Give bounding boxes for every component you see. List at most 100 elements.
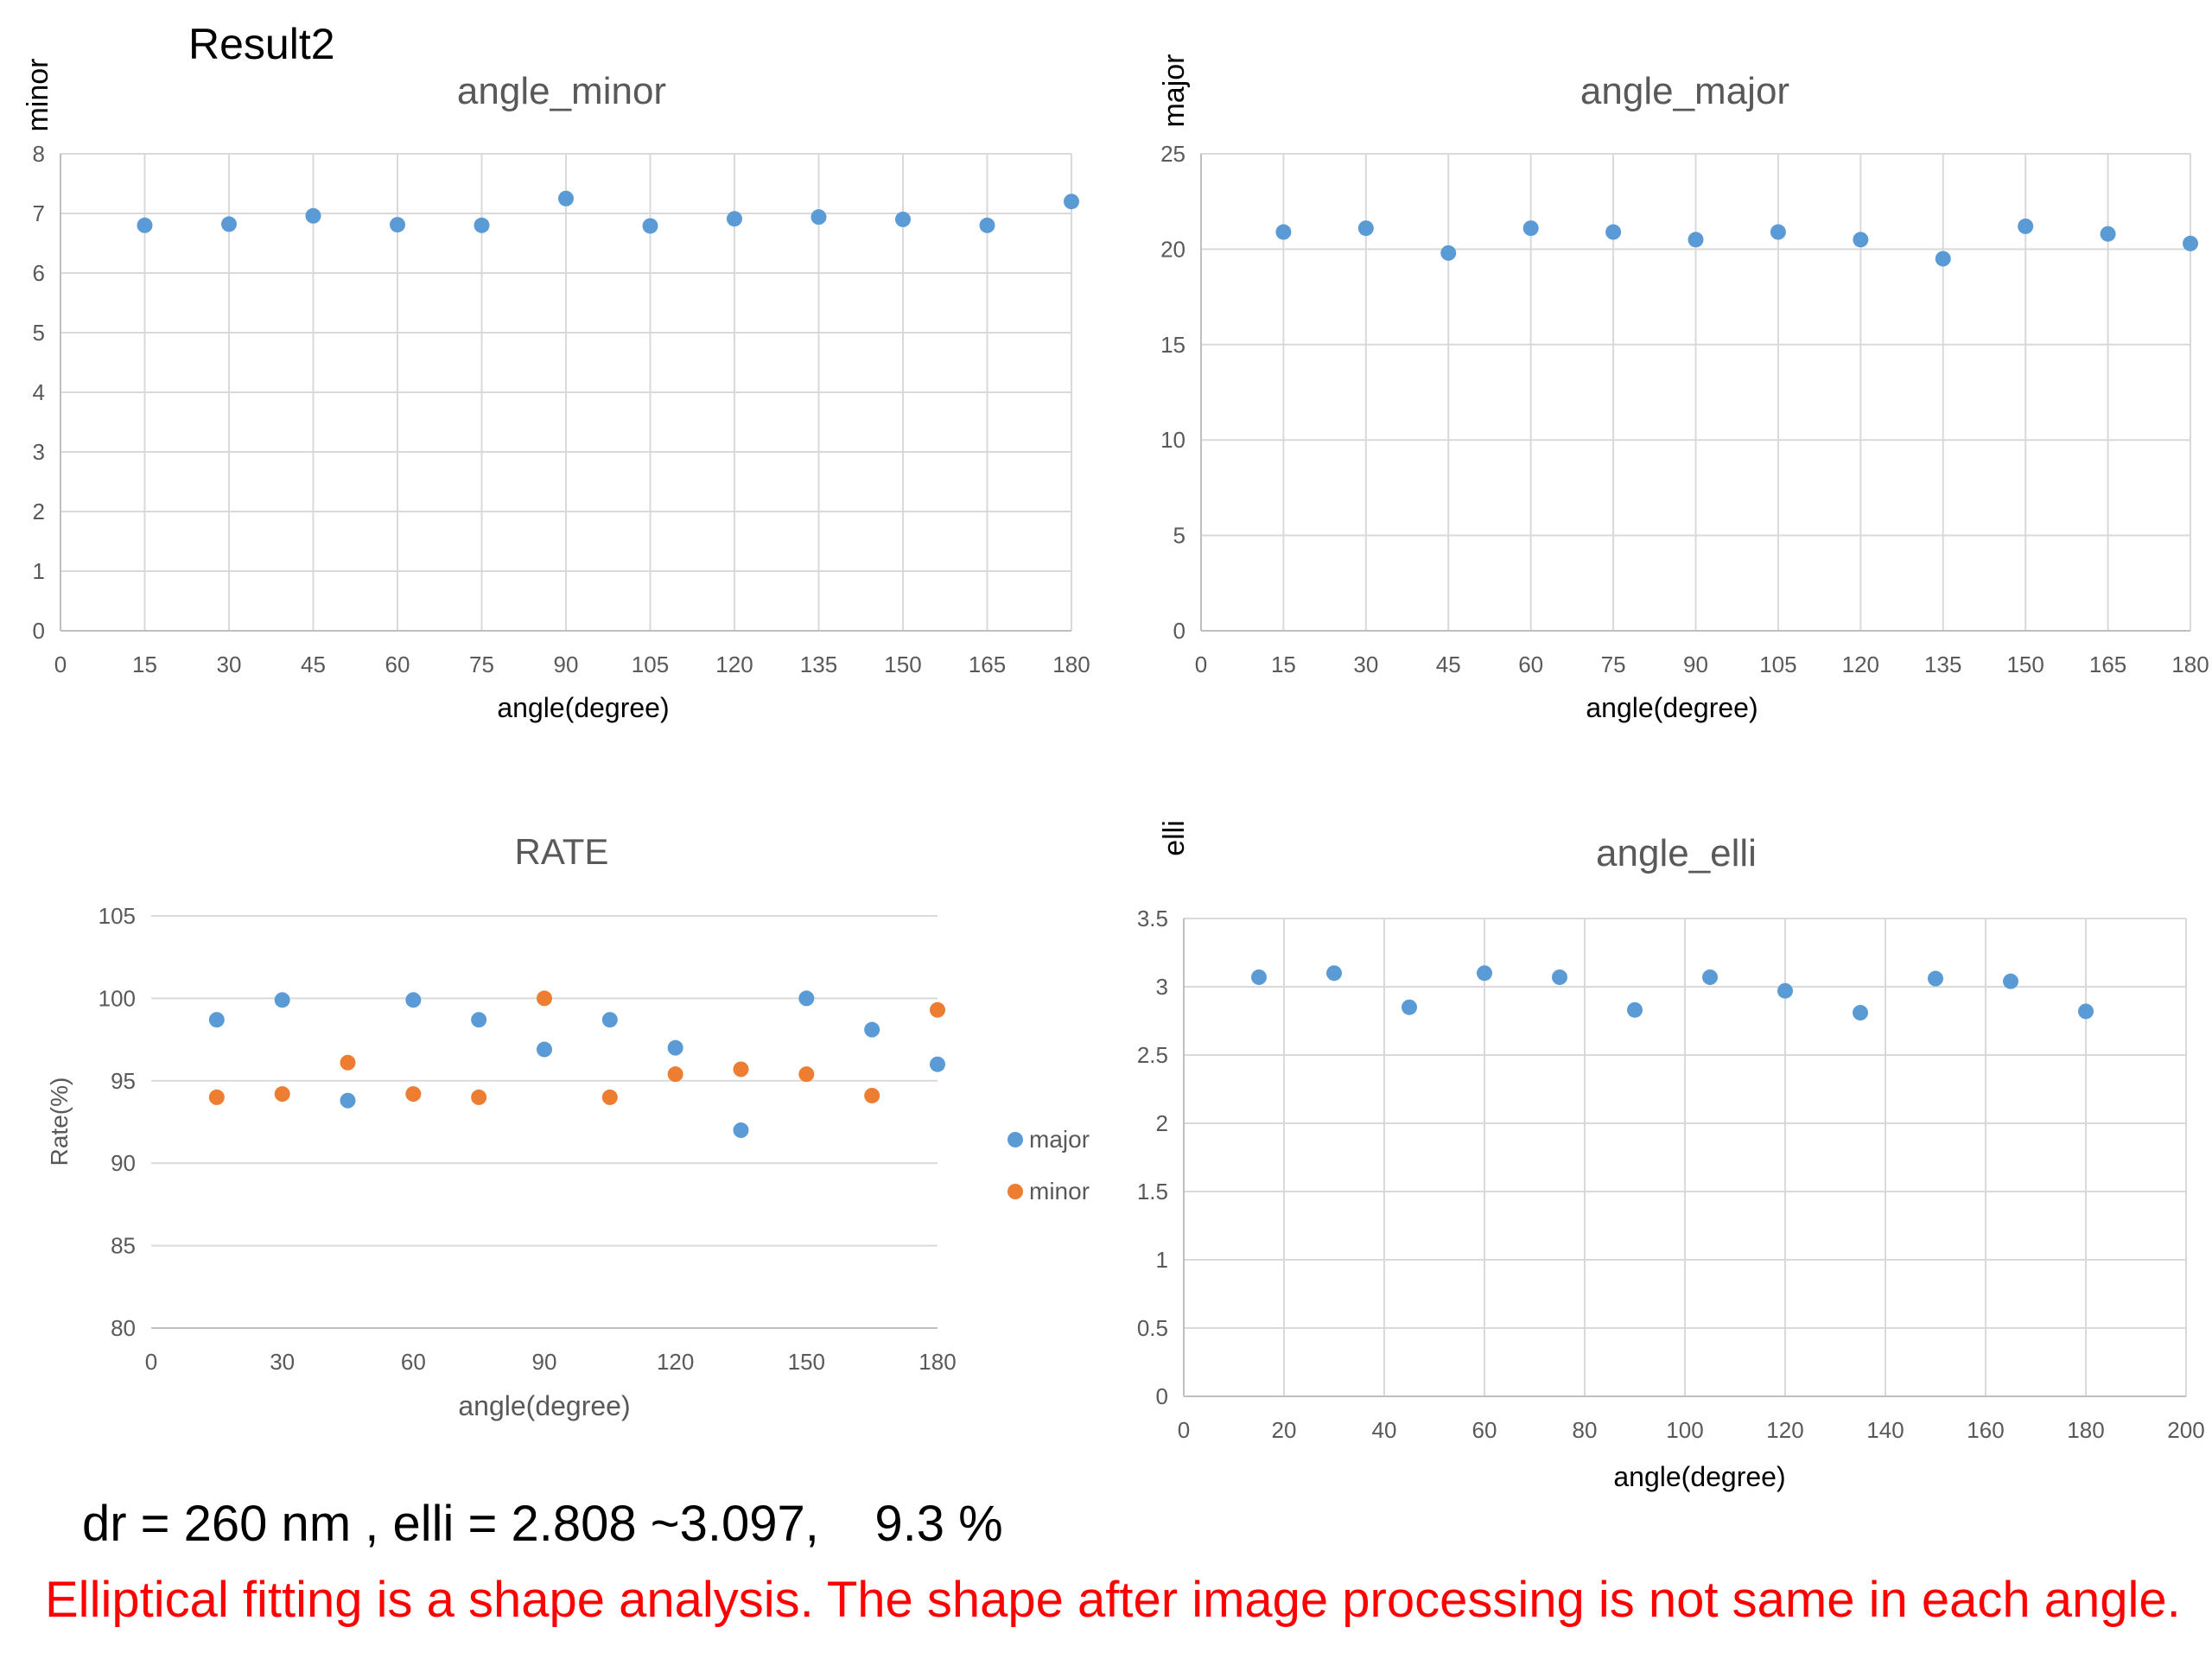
x-tick-label: 100 bbox=[1666, 1417, 1703, 1443]
x-tick-label: 60 bbox=[385, 652, 410, 677]
data-point-minor bbox=[642, 218, 658, 234]
data-point-elli bbox=[1853, 1005, 1868, 1021]
x-tick-label: 90 bbox=[532, 1349, 557, 1375]
data-point-minor bbox=[405, 1086, 422, 1103]
x-tick-label: 180 bbox=[2171, 652, 2209, 677]
x-tick-label: 160 bbox=[1967, 1417, 2004, 1443]
data-point-minor bbox=[274, 1086, 290, 1103]
y-axis-label: minor bbox=[22, 58, 54, 131]
x-tick-label: 120 bbox=[715, 652, 753, 677]
data-point-minor bbox=[930, 1001, 945, 1018]
legend-marker-major bbox=[1007, 1132, 1023, 1147]
x-tick-label: 105 bbox=[632, 652, 669, 677]
x-tick-label: 120 bbox=[657, 1349, 694, 1375]
y-axis-label: elli bbox=[1158, 820, 1191, 856]
y-tick-label: 1 bbox=[33, 558, 45, 584]
data-point-major bbox=[1440, 245, 1457, 261]
y-tick-label: 4 bbox=[33, 379, 45, 405]
data-point-major bbox=[864, 1021, 880, 1038]
data-point-major bbox=[2100, 226, 2116, 242]
x-tick-label: 30 bbox=[217, 652, 242, 677]
x-tick-label: 165 bbox=[2089, 652, 2126, 677]
legend-marker-minor bbox=[1007, 1184, 1023, 1199]
chart-rate: RATE Rate(%) angle(degree) 80 85 90 95 100 105 0 3… bbox=[46, 831, 1090, 1421]
x-tick-label: 0 bbox=[54, 652, 67, 677]
chart-angle-major: angle_major major angle(degree) 0 5 10 15 20 25 0… bbox=[1158, 54, 2209, 723]
data-point-major bbox=[733, 1122, 749, 1139]
x-tick-label: 180 bbox=[2067, 1417, 2104, 1443]
x-tick-label: 80 bbox=[1573, 1417, 1598, 1443]
x-tick-label: 75 bbox=[1601, 652, 1626, 677]
y-tick-label: 3 bbox=[1156, 974, 1168, 1000]
x-tick-label: 90 bbox=[1683, 652, 1708, 677]
data-point-major bbox=[667, 1039, 683, 1056]
data-point-elli bbox=[1702, 969, 1718, 985]
x-tick-label: 200 bbox=[2167, 1417, 2204, 1443]
y-tick-label: 0 bbox=[33, 618, 45, 644]
data-point-major bbox=[601, 1012, 618, 1028]
data-point-major bbox=[798, 990, 815, 1007]
data-point-elli bbox=[1477, 965, 1492, 982]
x-tick-label: 150 bbox=[2006, 652, 2044, 677]
data-point-major bbox=[1275, 224, 1292, 240]
data-point-major bbox=[208, 1012, 225, 1028]
data-point-major bbox=[2018, 218, 2034, 234]
x-tick-label: 120 bbox=[1842, 652, 1879, 677]
y-tick-label: 1.5 bbox=[1137, 1179, 1168, 1205]
data-point-minor bbox=[390, 217, 405, 233]
data-point-minor bbox=[305, 207, 321, 224]
data-point-major bbox=[471, 1012, 487, 1028]
y-tick-label: 2.5 bbox=[1137, 1042, 1168, 1068]
data-point-elli bbox=[2078, 1003, 2094, 1020]
y-tick-label: 2 bbox=[33, 499, 45, 524]
data-point-minor bbox=[601, 1089, 618, 1105]
y-tick-label: 80 bbox=[111, 1315, 136, 1341]
y-tick-label: 8 bbox=[33, 141, 45, 167]
data-point-elli bbox=[1928, 970, 1943, 987]
data-point-minor bbox=[667, 1066, 683, 1083]
data-point-major bbox=[1770, 224, 1786, 240]
data-point-minor bbox=[340, 1054, 356, 1071]
data-point-minor bbox=[221, 216, 237, 232]
data-point-minor bbox=[733, 1061, 749, 1077]
x-tick-label: 150 bbox=[788, 1349, 825, 1375]
data-point-elli bbox=[1326, 965, 1342, 982]
x-tick-label: 150 bbox=[884, 652, 921, 677]
x-tick-label: 165 bbox=[969, 652, 1006, 677]
x-tick-label: 75 bbox=[469, 652, 494, 677]
y-tick-label: 0.5 bbox=[1137, 1315, 1168, 1341]
x-axis-label: angle(degree) bbox=[458, 1390, 630, 1421]
x-tick-label: 60 bbox=[401, 1349, 426, 1375]
data-point-minor bbox=[474, 217, 490, 233]
x-tick-label: 30 bbox=[1353, 652, 1378, 677]
data-point-elli bbox=[1627, 1001, 1643, 1018]
x-tick-label: 15 bbox=[1271, 652, 1296, 677]
chart-title: RATE bbox=[515, 831, 609, 872]
y-tick-label: 1 bbox=[1156, 1247, 1168, 1273]
y-tick-label: 6 bbox=[33, 260, 45, 286]
data-point-major bbox=[340, 1092, 356, 1109]
x-tick-label: 120 bbox=[1766, 1417, 1803, 1443]
y-tick-label: 20 bbox=[1160, 236, 1185, 262]
data-point-major bbox=[1522, 220, 1539, 237]
legend-label-major: major bbox=[1029, 1126, 1090, 1153]
data-point-major bbox=[1853, 232, 1869, 248]
data-point-elli bbox=[1251, 969, 1267, 985]
x-tick-label: 105 bbox=[1759, 652, 1796, 677]
data-point-minor bbox=[798, 1066, 815, 1083]
chart-angle-elli: angle_elli elli angle(degree) 0 0.5 1 1.5 2 2.5 3… bbox=[1137, 820, 2205, 1492]
x-tick-label: 135 bbox=[800, 652, 837, 677]
y-tick-label: 85 bbox=[111, 1233, 136, 1259]
data-point-major bbox=[274, 992, 290, 1008]
data-point-minor bbox=[727, 211, 742, 227]
y-axis-label: Rate(%) bbox=[46, 1077, 73, 1166]
y-axis-label: major bbox=[1158, 54, 1191, 127]
y-tick-label: 0 bbox=[1156, 1383, 1168, 1409]
chart-title: angle_minor bbox=[457, 70, 666, 112]
y-tick-label: 105 bbox=[99, 903, 136, 929]
data-point-minor bbox=[864, 1087, 880, 1103]
y-tick-label: 3.5 bbox=[1137, 906, 1168, 931]
y-tick-label: 5 bbox=[33, 320, 45, 346]
x-tick-label: 135 bbox=[1924, 652, 1961, 677]
